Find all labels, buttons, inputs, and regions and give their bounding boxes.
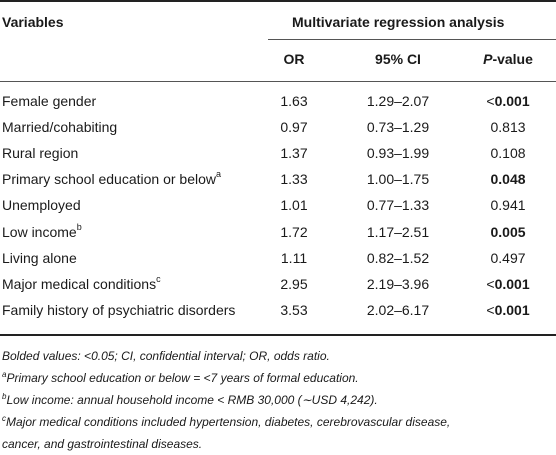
footnote-a-mark: a bbox=[2, 370, 7, 379]
row-variable-label: Female gender bbox=[2, 93, 97, 109]
header-p-italic: P bbox=[483, 51, 493, 67]
row-pvalue: <0.001 bbox=[486, 276, 529, 292]
row-pvalue: <0.001 bbox=[486, 93, 529, 109]
row-ci: 2.02–6.17 bbox=[366, 302, 430, 318]
row-ci: 0.77–1.33 bbox=[366, 197, 430, 213]
row-ci: 1.00–1.75 bbox=[366, 171, 430, 187]
group-rule bbox=[268, 39, 556, 40]
row-footnote-mark: b bbox=[76, 222, 82, 232]
row-p-number: 0.813 bbox=[490, 119, 526, 135]
row-p-number: 0.048 bbox=[490, 171, 526, 187]
row-variable: Living alone bbox=[2, 250, 77, 266]
footnote-b-text: Low income: annual household income < RM… bbox=[6, 393, 378, 407]
header-or: OR bbox=[283, 51, 305, 67]
row-ci: 1.17–2.51 bbox=[366, 224, 430, 240]
header-pvalue: P-value bbox=[483, 51, 533, 67]
footnote-c-mark: c bbox=[2, 414, 6, 423]
row-ci: 2.19–3.96 bbox=[366, 276, 430, 292]
footnote-a-text: Primary school education or below = <7 y… bbox=[6, 371, 359, 385]
row-pvalue: <0.001 bbox=[486, 302, 529, 318]
row-or: 2.95 bbox=[280, 276, 308, 292]
row-footnote-mark: a bbox=[216, 169, 222, 179]
row-variable-label: Low income bbox=[2, 224, 77, 240]
row-pvalue: 0.497 bbox=[490, 250, 525, 266]
row-variable: Low incomeb bbox=[2, 222, 82, 240]
row-p-prefix: < bbox=[486, 276, 495, 292]
row-variable-label: Family history of psychiatric disorders bbox=[2, 302, 236, 318]
footnote-bolded: Bolded values: <0.05; CI, confidential i… bbox=[2, 349, 330, 363]
row-pvalue: 0.813 bbox=[490, 119, 525, 135]
row-or: 1.11 bbox=[280, 250, 308, 266]
row-or: 1.72 bbox=[280, 224, 308, 240]
header-variables: Variables bbox=[2, 14, 64, 30]
row-p-number: 0.108 bbox=[490, 145, 526, 161]
header-ci: 95% CI bbox=[375, 51, 421, 67]
row-variable: Primary school education or belowa bbox=[2, 169, 222, 187]
row-pvalue: 0.941 bbox=[490, 197, 525, 213]
row-pvalue: 0.005 bbox=[490, 224, 525, 240]
footnote-b: bLow income: annual household income < R… bbox=[2, 389, 556, 411]
row-or: 1.63 bbox=[280, 93, 308, 109]
header-p-rest: -value bbox=[492, 51, 533, 67]
row-variable: Unemployed bbox=[2, 197, 81, 213]
row-p-number: 0.001 bbox=[494, 93, 530, 109]
footnote-c: cMajor medical conditions included hyper… bbox=[2, 411, 556, 433]
footnote-c-text1: Major medical conditions included hypert… bbox=[6, 415, 451, 429]
row-p-number: 0.005 bbox=[490, 224, 526, 240]
row-or: 3.53 bbox=[280, 302, 308, 318]
footnotes: Bolded values: <0.05; CI, confidential i… bbox=[2, 345, 556, 455]
row-or: 1.33 bbox=[280, 171, 308, 187]
row-or: 1.37 bbox=[280, 145, 308, 161]
row-variable: Married/cohabiting bbox=[2, 119, 117, 135]
footnote-b-mark: b bbox=[2, 392, 7, 401]
row-or: 0.97 bbox=[280, 119, 308, 135]
row-p-number: 0.001 bbox=[494, 302, 530, 318]
row-pvalue: 0.048 bbox=[490, 171, 525, 187]
row-variable: Family history of psychiatric disorders bbox=[2, 302, 235, 318]
footnote-a: aPrimary school education or below = <7 … bbox=[2, 367, 556, 389]
row-variable-label: Married/cohabiting bbox=[2, 119, 118, 135]
top-rule bbox=[0, 0, 556, 2]
row-p-prefix: < bbox=[486, 302, 495, 318]
row-pvalue: 0.108 bbox=[490, 145, 525, 161]
row-variable: Major medical conditionsc bbox=[2, 274, 161, 292]
row-p-prefix: < bbox=[486, 93, 495, 109]
footnote-c-cont: cancer, and gastrointestinal diseases. bbox=[2, 437, 203, 451]
row-ci: 0.93–1.99 bbox=[366, 145, 430, 161]
row-variable-label: Primary school education or below bbox=[2, 171, 216, 187]
header-rule bbox=[0, 81, 556, 82]
row-variable-label: Major medical conditions bbox=[2, 276, 157, 292]
row-ci: 0.73–1.29 bbox=[366, 119, 430, 135]
row-ci: 0.82–1.52 bbox=[366, 250, 430, 266]
row-p-number: 0.941 bbox=[490, 197, 526, 213]
header-group: Multivariate regression analysis bbox=[292, 14, 505, 30]
row-p-number: 0.001 bbox=[494, 276, 530, 292]
row-footnote-mark: c bbox=[156, 274, 161, 284]
row-variable-label: Unemployed bbox=[2, 197, 81, 213]
row-ci: 1.29–2.07 bbox=[366, 93, 430, 109]
row-variable-label: Living alone bbox=[2, 250, 77, 266]
row-variable: Rural region bbox=[2, 145, 78, 161]
row-p-number: 0.497 bbox=[490, 250, 526, 266]
row-variable: Female gender bbox=[2, 93, 96, 109]
row-or: 1.01 bbox=[280, 197, 308, 213]
row-variable-label: Rural region bbox=[2, 145, 79, 161]
bottom-rule bbox=[0, 334, 556, 336]
